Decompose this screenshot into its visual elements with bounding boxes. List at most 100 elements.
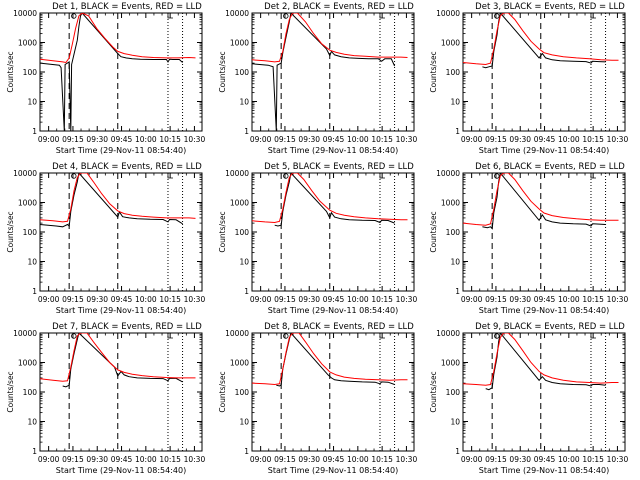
x-tick-label: 09:00	[461, 135, 483, 144]
y-tick-label: 1000	[18, 359, 37, 368]
x-tick-label: 10:15	[371, 295, 393, 304]
y-tick-label: 100	[446, 68, 461, 77]
x-tick-label: 09:45	[111, 455, 133, 464]
lld-series-line	[40, 333, 196, 382]
y-tick-label: 1	[32, 127, 37, 136]
x-tick-label: 10:30	[607, 135, 629, 144]
x-tick-label: 09:30	[298, 455, 320, 464]
x-axis-label: Start Time (29-Nov-11 08:54:40)	[56, 146, 186, 155]
x-tick-label: 10:00	[135, 455, 157, 464]
y-tick-label: 1000	[18, 199, 37, 208]
x-tick-label: 10:00	[135, 295, 157, 304]
chart-title: Det 2, BLACK = Events, RED = LLD	[264, 2, 414, 12]
y-tick-label: 1000	[230, 39, 249, 48]
x-tick-label: 10:30	[184, 295, 206, 304]
y-tick-label: 100	[235, 388, 250, 397]
plot-frame	[39, 172, 203, 292]
y-tick-label: 1000	[230, 359, 249, 368]
x-tick-label: 09:30	[298, 295, 320, 304]
x-tick-label: 09:00	[38, 455, 60, 464]
y-axis-label: Counts/sec	[6, 51, 15, 92]
y-tick-label: 1000	[18, 39, 37, 48]
x-tick-label: 10:30	[607, 295, 629, 304]
x-tick-label: 09:30	[298, 135, 320, 144]
y-tick-label: 1	[244, 127, 249, 136]
x-tick-label: 10:30	[184, 135, 206, 144]
x-tick-label: 09:45	[534, 455, 556, 464]
y-tick-label: 100	[235, 68, 250, 77]
x-tick-label: 10:15	[582, 455, 604, 464]
top-marker-bracket	[167, 173, 173, 179]
chart-title: Det 4, BLACK = Events, RED = LLD	[52, 162, 202, 172]
y-tick-label: 10	[239, 418, 249, 427]
y-tick-label: 10000	[436, 9, 460, 18]
x-tick-label: 09:30	[509, 135, 531, 144]
y-tick-label: 100	[446, 228, 461, 237]
series-group	[252, 173, 408, 227]
x-axis-label: Start Time (29-Nov-11 08:54:40)	[479, 306, 609, 315]
series-group	[40, 13, 196, 131]
y-tick-label: 10000	[225, 169, 249, 178]
y-tick-label: 1	[244, 287, 249, 296]
y-tick-label: 1	[455, 127, 460, 136]
y-axis-label: Counts/sec	[218, 211, 227, 252]
chart-title: Det 8, BLACK = Events, RED = LLD	[264, 322, 414, 332]
x-tick-label: 09:30	[86, 135, 108, 144]
chart-title: Det 3, BLACK = Events, RED = LLD	[475, 2, 625, 12]
x-tick-label: 09:45	[323, 135, 345, 144]
chart-panel-4: Det 4, BLACK = Events, RED = LLD 1 10 100 10…	[6, 162, 205, 315]
x-tick-label: 09:30	[509, 295, 531, 304]
lld-series-line	[40, 173, 196, 223]
x-tick-label: 10:15	[159, 135, 181, 144]
x-tick-label: 09:00	[38, 135, 60, 144]
x-axis-label: Start Time (29-Nov-11 08:54:40)	[268, 146, 398, 155]
y-tick-label: 10000	[225, 9, 249, 18]
x-tick-label: 09:00	[38, 295, 60, 304]
chart-panel-2: Det 2, BLACK = Events, RED = LLD 1 10 100 10…	[218, 2, 417, 155]
x-tick-label: 10:15	[582, 295, 604, 304]
x-tick-label: 10:30	[184, 455, 206, 464]
x-axis-label: Start Time (29-Nov-11 08:54:40)	[56, 306, 186, 315]
top-marker-circle	[494, 13, 500, 19]
y-axis-label: Counts/sec	[6, 371, 15, 412]
y-tick-label: 10000	[13, 9, 37, 18]
x-tick-label: 09:00	[250, 135, 272, 144]
chart-panel-8: Det 8, BLACK = Events, RED = LLD 1 10 100 10…	[218, 322, 417, 475]
top-marker-bracket	[379, 173, 385, 179]
lld-series-line	[463, 333, 619, 386]
x-tick-label: 10:00	[558, 295, 580, 304]
y-tick-label: 1	[32, 447, 37, 456]
chart-title: Det 6, BLACK = Events, RED = LLD	[475, 162, 625, 172]
top-marker-circle	[283, 333, 289, 339]
y-tick-label: 10000	[13, 169, 37, 178]
x-tick-label: 09:00	[461, 455, 483, 464]
top-marker-bracket	[590, 173, 596, 179]
y-tick-label: 1	[244, 447, 249, 456]
y-tick-label: 1	[32, 287, 37, 296]
y-tick-label: 100	[23, 68, 38, 77]
x-tick-label: 09:15	[485, 295, 507, 304]
events-series-line	[62, 333, 183, 388]
x-tick-label: 09:45	[534, 135, 556, 144]
x-tick-label: 09:15	[485, 135, 507, 144]
y-axis-label: Counts/sec	[218, 51, 227, 92]
y-axis-label: Counts/sec	[429, 51, 438, 92]
y-tick-label: 100	[446, 388, 461, 397]
x-tick-label: 09:15	[274, 455, 296, 464]
x-tick-label: 09:30	[86, 295, 108, 304]
x-tick-label: 10:15	[582, 135, 604, 144]
x-tick-label: 09:00	[250, 455, 272, 464]
plot-frame	[462, 332, 626, 452]
events-series-line	[485, 333, 606, 391]
top-marker-circle	[71, 173, 77, 179]
x-tick-label: 10:00	[558, 135, 580, 144]
x-tick-label: 10:15	[159, 295, 181, 304]
x-tick-label: 09:45	[323, 295, 345, 304]
lld-series-line	[463, 173, 619, 226]
x-tick-label: 09:15	[62, 135, 84, 144]
top-marker-circle	[494, 173, 500, 179]
y-axis-label: Counts/sec	[218, 371, 227, 412]
x-tick-label: 09:45	[534, 295, 556, 304]
top-marker-circle	[494, 333, 500, 339]
